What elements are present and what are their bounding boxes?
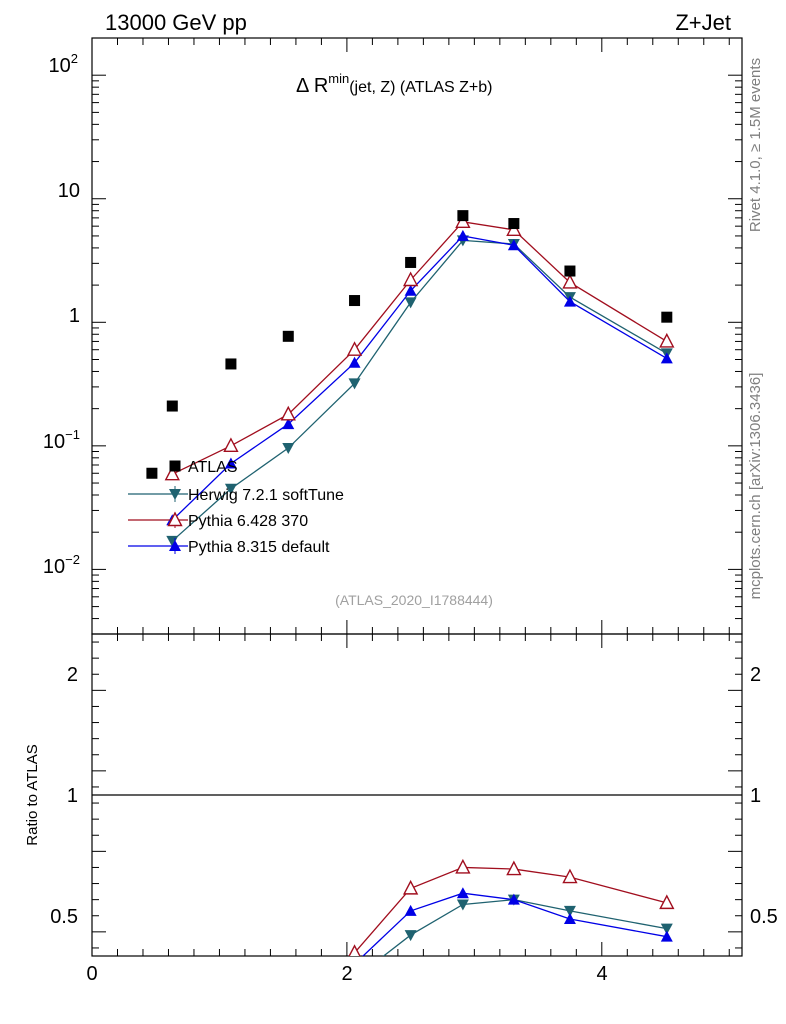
legend-marker — [169, 489, 181, 500]
ratio-point — [456, 899, 469, 911]
series-pythia-6-428-370 — [164, 213, 675, 481]
main-ticks — [92, 37, 742, 635]
data-point — [166, 400, 178, 412]
legend-label: Pythia 8.315 default — [188, 539, 330, 556]
series-atlas — [146, 210, 673, 479]
data-point — [402, 271, 419, 287]
ratio-point — [563, 905, 576, 917]
xtick-label-2: 2 — [341, 963, 352, 985]
ratio-ytick-label-2-right: 2 — [750, 664, 761, 686]
data-point — [564, 265, 576, 277]
data-point — [456, 229, 469, 241]
data-point — [404, 297, 417, 309]
data-point — [562, 273, 578, 289]
data-point — [659, 332, 675, 348]
x-ticks — [91, 38, 730, 956]
ratio-series-herwig-7-2-1-softtune — [382, 894, 673, 956]
ratio-point — [660, 923, 673, 935]
data-point — [348, 378, 361, 390]
xtick-label-0: 0 — [86, 963, 97, 985]
legend-entry: Herwig 7.2.1 softTune — [128, 486, 344, 504]
ratio-ticks — [92, 641, 742, 949]
legend-marker — [167, 511, 183, 527]
ratio-point — [455, 858, 471, 874]
legend-label: ATLAS — [188, 459, 238, 476]
data-point — [346, 341, 363, 356]
data-point — [405, 256, 417, 268]
ratio-point — [402, 879, 419, 895]
data-point — [563, 295, 576, 307]
data-point — [280, 405, 296, 421]
data-point — [348, 356, 361, 368]
data-point — [224, 457, 237, 469]
ratio-line — [382, 898, 667, 956]
main-series — [146, 210, 675, 547]
plot-title-rest: (jet, Z) (ATLAS Z+b) — [349, 79, 492, 96]
legend-label: Herwig 7.2.1 softTune — [188, 487, 344, 504]
data-point — [224, 483, 237, 495]
data-point — [164, 465, 180, 481]
ratio-point — [456, 887, 469, 899]
data-point — [349, 295, 361, 307]
ratio-point — [659, 894, 675, 910]
legend-label: Pythia 6.428 370 — [188, 513, 308, 530]
data-point — [282, 443, 295, 455]
data-point — [660, 352, 673, 364]
legend-marker — [169, 540, 181, 551]
ratio-series — [348, 858, 675, 956]
data-point — [507, 239, 520, 251]
ytick-label-0p1: 10−1 — [43, 427, 80, 453]
ratio-ytick-label-1-left: 1 — [67, 785, 78, 807]
data-point — [457, 210, 469, 222]
ratio-point — [660, 930, 673, 942]
ratio-point — [404, 930, 417, 942]
ytick-label-10: 10 — [58, 180, 80, 202]
data-point — [404, 284, 417, 296]
series-pythia-8-315-default — [166, 229, 673, 526]
ratio-series-pythia-6-428-370 — [348, 858, 675, 956]
ratio-ytick-label-1-right: 1 — [750, 785, 761, 807]
xtick-label-4: 4 — [596, 963, 607, 985]
legend-entry: Pythia 8.315 default — [128, 538, 330, 556]
ratio-line — [362, 892, 667, 956]
series-line — [172, 221, 668, 475]
legend: ATLAS Herwig 7.2.1 softTune Pythia 6.428 3… — [128, 459, 344, 556]
data-point — [506, 221, 522, 237]
plot-title: Δ Rmin(jet, Z) (ATLAS Z+b) — [296, 71, 493, 97]
ratio-point — [348, 944, 361, 956]
ratio-series-pythia-8-315-default — [362, 887, 673, 956]
ratio-ytick-label-2-left: 2 — [67, 664, 78, 686]
legend-entry: ATLAS — [169, 459, 238, 476]
data-point — [661, 311, 673, 323]
header-process: Z+Jet — [675, 10, 731, 35]
ytick-label-0p01: 10−2 — [43, 552, 80, 578]
data-point — [223, 437, 239, 453]
ytick-label-1: 1 — [69, 305, 80, 327]
plot-title-sup: min — [328, 71, 349, 86]
ratio-point — [506, 860, 522, 876]
legend-marker — [169, 460, 181, 472]
ratio-ytick-label-0p5-right: 0.5 — [750, 906, 778, 928]
analysis-watermark: (ATLAS_2020_I1788444) — [335, 592, 493, 608]
ratio-point — [563, 912, 576, 924]
mcplots-label: mcplots.cern.ch [arXiv:1306.3436] — [747, 373, 764, 600]
legend-entry: Pythia 6.428 370 — [128, 511, 308, 530]
rivet-label: Rivet 4.1.0, ≥ 1.5M events — [747, 58, 764, 232]
ratio-point — [404, 904, 417, 916]
ytick-label-100: 102 — [49, 51, 78, 77]
data-point — [282, 418, 295, 430]
ratio-point — [562, 868, 578, 884]
data-point — [225, 358, 237, 370]
ratio-ylabel: Ratio to ATLAS — [24, 744, 41, 845]
data-point — [282, 330, 294, 342]
data-point — [146, 467, 158, 479]
data-point — [508, 218, 520, 230]
ratio-point — [507, 893, 520, 905]
plot-title-delta: Δ R — [296, 75, 328, 97]
ratio-ytick-label-0p5-left: 0.5 — [50, 906, 78, 928]
header-energy: 13000 GeV pp — [105, 10, 247, 35]
ratio-line — [354, 866, 667, 954]
